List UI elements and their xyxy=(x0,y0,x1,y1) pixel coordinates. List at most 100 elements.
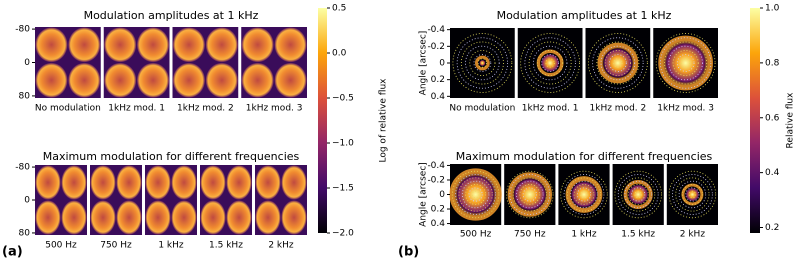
y-tick-label: 0 xyxy=(24,58,30,68)
guide-circle xyxy=(471,190,480,199)
guide-circle xyxy=(570,180,598,209)
guide-circle xyxy=(512,177,547,212)
guide-circle xyxy=(688,190,697,199)
guide-circle xyxy=(659,37,712,89)
image-lobe xyxy=(104,62,137,98)
image-lobe xyxy=(281,200,307,235)
guide-circle xyxy=(526,190,534,199)
guide-circle xyxy=(609,54,627,72)
y-tick-label: 0.2 xyxy=(431,205,445,215)
guide-circle xyxy=(621,177,656,212)
row-title: Maximum modulation for different frequen… xyxy=(456,150,713,163)
image-panel xyxy=(255,165,307,235)
image-caption: 750 Hz xyxy=(100,241,132,251)
image-caption: 500 Hz xyxy=(460,230,492,240)
guide-circle xyxy=(522,187,537,202)
image-core xyxy=(479,59,486,67)
image-panel xyxy=(200,165,252,235)
image-lobe xyxy=(35,62,68,98)
image-lobe xyxy=(136,62,170,98)
image-lobe xyxy=(171,165,197,200)
image-panel xyxy=(449,164,502,225)
y-tick-label: 80 xyxy=(19,91,31,101)
image-ring xyxy=(507,172,553,217)
image-lobe xyxy=(35,200,61,235)
guide-circle xyxy=(675,177,710,212)
image-core xyxy=(511,176,548,213)
guide-circle xyxy=(519,184,541,205)
guide-circle xyxy=(563,174,605,215)
image-lobe xyxy=(226,165,252,200)
guide-circle xyxy=(468,187,483,202)
image-panel xyxy=(653,28,718,98)
guide-circle xyxy=(576,187,592,202)
guide-circle xyxy=(455,174,496,215)
colorbar-tick-label: 0.8 xyxy=(765,58,780,68)
image-caption: 2 kHz xyxy=(268,241,294,251)
image-panel xyxy=(517,28,583,98)
image-caption: 1 kHz xyxy=(158,241,184,251)
guide-circle xyxy=(617,174,659,215)
guide-circle xyxy=(545,58,555,68)
guide-circle xyxy=(452,33,513,93)
guide-circle xyxy=(473,54,492,72)
guide-circle xyxy=(678,180,707,209)
image-lobe xyxy=(68,27,101,63)
image-lobe xyxy=(116,165,142,200)
image-lobe xyxy=(145,165,171,200)
image-caption: No modulation xyxy=(35,104,101,114)
guide-circle xyxy=(532,45,568,81)
y-tick-label: -0.2 xyxy=(427,175,445,185)
colorbar-tick-label: −0.5 xyxy=(332,94,354,104)
image-panel xyxy=(585,28,651,98)
guide-circle xyxy=(456,37,509,89)
image-caption: 1.5 kHz xyxy=(621,230,655,240)
guide-circle xyxy=(469,49,496,77)
guide-circle xyxy=(668,45,703,81)
guide-circle xyxy=(460,41,504,85)
colorbar-tick-label: 0.5 xyxy=(332,4,346,14)
guide-circle xyxy=(627,184,649,205)
guide-circle xyxy=(682,184,703,205)
image-core xyxy=(662,40,709,86)
row-title: Modulation amplitudes at 1 kHz xyxy=(497,9,672,22)
image-ring xyxy=(658,35,713,91)
y-tick-label: -80 xyxy=(15,163,30,173)
image-caption: 1.5 kHz xyxy=(209,241,243,251)
image-panel xyxy=(558,164,610,225)
guide-circle xyxy=(541,54,559,72)
colorbar xyxy=(750,8,760,233)
guide-circle xyxy=(520,33,580,93)
image-core xyxy=(540,53,560,73)
guide-circle xyxy=(676,54,695,72)
guide-circle xyxy=(560,170,608,219)
image-lobe xyxy=(274,62,307,98)
image-lobe xyxy=(172,27,206,63)
image-lobe xyxy=(35,165,61,200)
guide-circle xyxy=(681,58,691,68)
image-lobe xyxy=(226,200,252,235)
image-lobe xyxy=(68,62,101,98)
image-lobe xyxy=(274,27,307,63)
y-tick-label: 0 xyxy=(24,196,30,206)
image-lobe xyxy=(205,27,238,63)
colorbar-tick-label: 0.4 xyxy=(765,168,780,178)
image-caption: 1kHz mod. 1 xyxy=(522,104,579,114)
image-ring xyxy=(449,168,502,221)
y-axis-label: Angle [arcsec] xyxy=(419,31,429,96)
guide-circle xyxy=(634,190,642,199)
image-lobe xyxy=(90,200,116,235)
image-panel xyxy=(103,27,170,98)
image-core xyxy=(454,172,498,217)
image-ring xyxy=(536,49,564,77)
colorbar-tick-label: 1.0 xyxy=(765,4,780,14)
image-core xyxy=(601,46,635,80)
image-caption: 1kHz mod. 2 xyxy=(177,104,234,114)
image-lobe xyxy=(171,200,197,235)
guide-circle xyxy=(506,170,554,219)
colorbar-label: Log of relative flux xyxy=(379,78,389,163)
image-lobe xyxy=(116,200,142,235)
image-panel xyxy=(172,27,239,98)
image-panel xyxy=(90,165,142,235)
guide-circle xyxy=(566,177,602,212)
